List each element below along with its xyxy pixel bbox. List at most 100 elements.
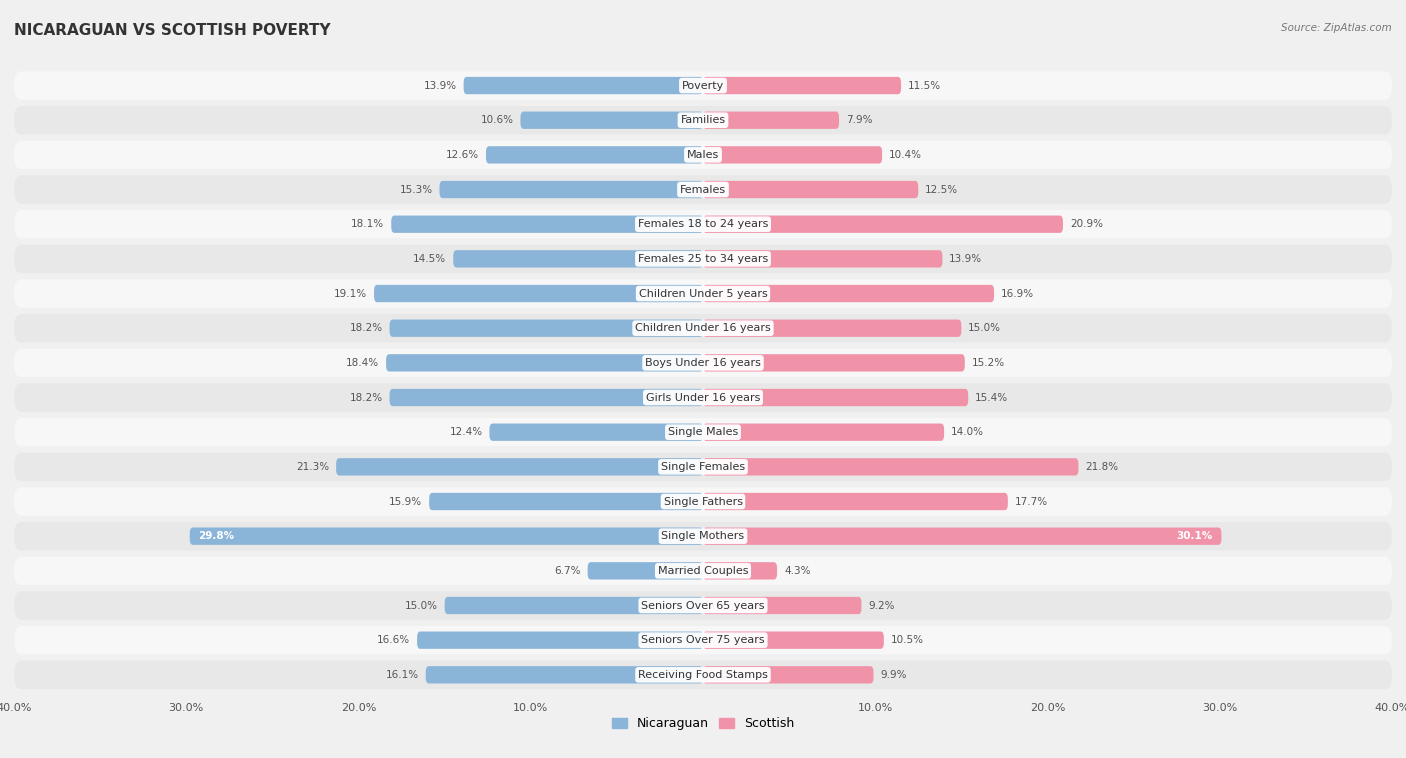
FancyBboxPatch shape	[418, 631, 703, 649]
Text: 18.1%: 18.1%	[352, 219, 384, 229]
Text: Boys Under 16 years: Boys Under 16 years	[645, 358, 761, 368]
Text: Seniors Over 75 years: Seniors Over 75 years	[641, 635, 765, 645]
FancyBboxPatch shape	[588, 562, 703, 580]
Text: 4.3%: 4.3%	[785, 565, 810, 576]
FancyBboxPatch shape	[703, 146, 882, 164]
FancyBboxPatch shape	[703, 631, 884, 649]
FancyBboxPatch shape	[703, 528, 1222, 545]
Text: 11.5%: 11.5%	[908, 80, 941, 90]
FancyBboxPatch shape	[703, 77, 901, 94]
FancyBboxPatch shape	[14, 487, 1392, 515]
FancyBboxPatch shape	[389, 320, 703, 337]
Text: 19.1%: 19.1%	[335, 289, 367, 299]
Text: Single Mothers: Single Mothers	[661, 531, 745, 541]
Text: Children Under 16 years: Children Under 16 years	[636, 323, 770, 334]
FancyBboxPatch shape	[703, 320, 962, 337]
FancyBboxPatch shape	[14, 453, 1392, 481]
Text: 15.0%: 15.0%	[405, 600, 437, 610]
Text: 14.5%: 14.5%	[413, 254, 446, 264]
FancyBboxPatch shape	[520, 111, 703, 129]
Text: Families: Families	[681, 115, 725, 125]
FancyBboxPatch shape	[14, 106, 1392, 134]
Text: 15.2%: 15.2%	[972, 358, 1005, 368]
Text: Males: Males	[688, 150, 718, 160]
Text: 10.4%: 10.4%	[889, 150, 922, 160]
FancyBboxPatch shape	[429, 493, 703, 510]
Text: 15.9%: 15.9%	[389, 496, 422, 506]
Text: Poverty: Poverty	[682, 80, 724, 90]
FancyBboxPatch shape	[703, 215, 1063, 233]
Text: 10.6%: 10.6%	[481, 115, 513, 125]
FancyBboxPatch shape	[703, 666, 873, 684]
Text: 16.1%: 16.1%	[385, 670, 419, 680]
FancyBboxPatch shape	[444, 597, 703, 614]
FancyBboxPatch shape	[489, 424, 703, 441]
FancyBboxPatch shape	[14, 418, 1392, 446]
Text: Married Couples: Married Couples	[658, 565, 748, 576]
FancyBboxPatch shape	[14, 141, 1392, 169]
Text: Seniors Over 65 years: Seniors Over 65 years	[641, 600, 765, 610]
FancyBboxPatch shape	[14, 661, 1392, 689]
FancyBboxPatch shape	[14, 626, 1392, 654]
FancyBboxPatch shape	[703, 111, 839, 129]
Text: 20.9%: 20.9%	[1070, 219, 1102, 229]
Text: 18.2%: 18.2%	[350, 323, 382, 334]
Text: 14.0%: 14.0%	[950, 428, 984, 437]
Text: 13.9%: 13.9%	[423, 80, 457, 90]
Text: 12.5%: 12.5%	[925, 184, 959, 195]
FancyBboxPatch shape	[703, 562, 778, 580]
Text: Source: ZipAtlas.com: Source: ZipAtlas.com	[1281, 23, 1392, 33]
Legend: Nicaraguan, Scottish: Nicaraguan, Scottish	[607, 713, 799, 735]
FancyBboxPatch shape	[14, 279, 1392, 308]
Text: NICARAGUAN VS SCOTTISH POVERTY: NICARAGUAN VS SCOTTISH POVERTY	[14, 23, 330, 38]
Text: Children Under 5 years: Children Under 5 years	[638, 289, 768, 299]
FancyBboxPatch shape	[703, 354, 965, 371]
Text: 30.1%: 30.1%	[1177, 531, 1213, 541]
Text: 7.9%: 7.9%	[846, 115, 873, 125]
FancyBboxPatch shape	[374, 285, 703, 302]
Text: Females 25 to 34 years: Females 25 to 34 years	[638, 254, 768, 264]
FancyBboxPatch shape	[389, 389, 703, 406]
FancyBboxPatch shape	[464, 77, 703, 94]
Text: Females 18 to 24 years: Females 18 to 24 years	[638, 219, 768, 229]
Text: 9.2%: 9.2%	[869, 600, 894, 610]
FancyBboxPatch shape	[14, 591, 1392, 620]
FancyBboxPatch shape	[14, 245, 1392, 273]
FancyBboxPatch shape	[14, 71, 1392, 100]
Text: 21.3%: 21.3%	[297, 462, 329, 471]
FancyBboxPatch shape	[336, 458, 703, 475]
FancyBboxPatch shape	[703, 493, 1008, 510]
FancyBboxPatch shape	[703, 389, 969, 406]
FancyBboxPatch shape	[190, 528, 703, 545]
Text: 9.9%: 9.9%	[880, 670, 907, 680]
Text: 6.7%: 6.7%	[554, 565, 581, 576]
Text: Single Fathers: Single Fathers	[664, 496, 742, 506]
Text: 21.8%: 21.8%	[1085, 462, 1119, 471]
Text: 10.5%: 10.5%	[891, 635, 924, 645]
Text: Single Males: Single Males	[668, 428, 738, 437]
Text: Receiving Food Stamps: Receiving Food Stamps	[638, 670, 768, 680]
FancyBboxPatch shape	[14, 384, 1392, 412]
FancyBboxPatch shape	[703, 424, 945, 441]
Text: 29.8%: 29.8%	[198, 531, 235, 541]
FancyBboxPatch shape	[14, 175, 1392, 204]
Text: 15.3%: 15.3%	[399, 184, 433, 195]
Text: 18.2%: 18.2%	[350, 393, 382, 402]
Text: 16.6%: 16.6%	[377, 635, 411, 645]
Text: Single Females: Single Females	[661, 462, 745, 471]
FancyBboxPatch shape	[14, 314, 1392, 343]
FancyBboxPatch shape	[703, 250, 942, 268]
FancyBboxPatch shape	[703, 597, 862, 614]
FancyBboxPatch shape	[391, 215, 703, 233]
Text: 16.9%: 16.9%	[1001, 289, 1033, 299]
Text: Females: Females	[681, 184, 725, 195]
Text: 15.4%: 15.4%	[976, 393, 1008, 402]
FancyBboxPatch shape	[14, 210, 1392, 239]
FancyBboxPatch shape	[14, 349, 1392, 377]
FancyBboxPatch shape	[703, 285, 994, 302]
Text: 18.4%: 18.4%	[346, 358, 380, 368]
Text: 12.4%: 12.4%	[450, 428, 482, 437]
Text: 17.7%: 17.7%	[1015, 496, 1047, 506]
FancyBboxPatch shape	[703, 458, 1078, 475]
FancyBboxPatch shape	[440, 181, 703, 198]
